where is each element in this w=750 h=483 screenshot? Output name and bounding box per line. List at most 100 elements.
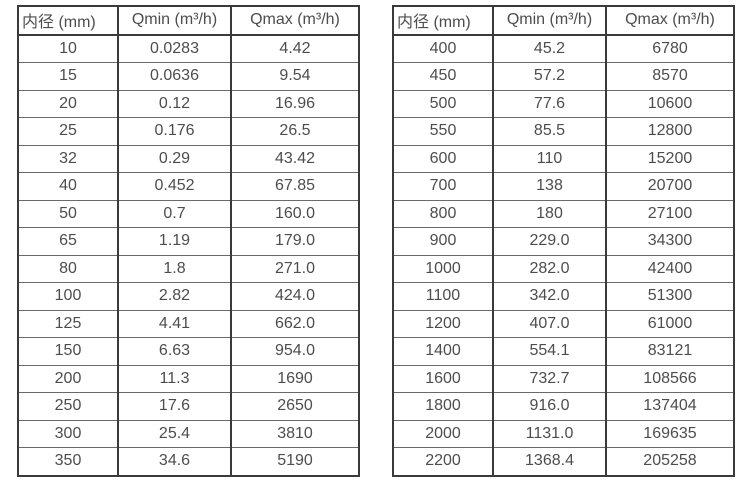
diameter-cell: 10	[17, 34, 119, 63]
qmax-cell: 10600	[605, 89, 735, 118]
diameter-cell: 40	[17, 172, 119, 201]
qmin-cell: 45.2	[492, 34, 607, 63]
diameter-cell: 2000	[392, 419, 494, 448]
diameter-cell: 700	[392, 172, 494, 201]
table-body: 10 0.0283 4.42 15 0.0636 9.54 20 0.12 16.96 25 0.1…	[17, 34, 360, 476]
table-row: 250 17.6 2650	[17, 392, 360, 421]
qmin-cell: 0.0636	[117, 62, 232, 91]
qmin-cell: 85.5	[492, 117, 607, 146]
diameter-cell: 550	[392, 117, 494, 146]
qmin-cell: 916.0	[492, 392, 607, 421]
table-row: 800 180 27100	[392, 199, 735, 228]
table-row: 2200 1368.4 205258	[392, 447, 735, 476]
table-row: 100 2.82 424.0	[17, 282, 360, 311]
qmax-cell: 662.0	[230, 309, 360, 338]
diameter-cell: 900	[392, 227, 494, 256]
diameter-cell: 1100	[392, 282, 494, 311]
qmin-cell: 17.6	[117, 392, 232, 421]
table-row: 20 0.12 16.96	[17, 89, 360, 118]
qmin-cell: 4.41	[117, 309, 232, 338]
table-row: 32 0.29 43.42	[17, 144, 360, 173]
table-row: 2000 1131.0 169635	[392, 419, 735, 448]
flow-rate-table-left: 内径 (mm) Qmin (m³/h) Qmax (m³/h) 10 0.0283 4.…	[17, 5, 360, 477]
header-row: 内径 (mm) Qmin (m³/h) Qmax (m³/h)	[17, 5, 360, 36]
diameter-cell: 15	[17, 62, 119, 91]
table-header: 内径 (mm) Qmin (m³/h) Qmax (m³/h)	[17, 5, 360, 36]
qmax-cell: 205258	[605, 447, 735, 476]
table-row: 600 110 15200	[392, 144, 735, 173]
table-row: 400 45.2 6780	[392, 34, 735, 63]
qmin-cell: 25.4	[117, 419, 232, 448]
table-row: 15 0.0636 9.54	[17, 62, 360, 91]
diameter-cell: 125	[17, 309, 119, 338]
qmin-cell: 1.19	[117, 227, 232, 256]
header-row: 内径 (mm) Qmin (m³/h) Qmax (m³/h)	[392, 5, 735, 36]
qmax-cell: 4.42	[230, 34, 360, 63]
diameter-cell: 200	[17, 364, 119, 393]
qmin-cell: 138	[492, 172, 607, 201]
diameter-cell: 1400	[392, 337, 494, 366]
table-row: 200 11.3 1690	[17, 364, 360, 393]
table-row: 10 0.0283 4.42	[17, 34, 360, 63]
diameter-cell: 1600	[392, 364, 494, 393]
qmax-cell: 5190	[230, 447, 360, 476]
qmin-cell: 1368.4	[492, 447, 607, 476]
table-row: 1400 554.1 83121	[392, 337, 735, 366]
table-row: 1600 732.7 108566	[392, 364, 735, 393]
qmin-cell: 0.176	[117, 117, 232, 146]
diameter-cell: 32	[17, 144, 119, 173]
table-body: 400 45.2 6780 450 57.2 8570 500 77.6 10600 550 85.…	[392, 34, 735, 476]
qmax-cell: 12800	[605, 117, 735, 146]
header-cell-qmax: Qmax (m³/h)	[605, 5, 735, 36]
qmax-cell: 67.85	[230, 172, 360, 201]
diameter-cell: 20	[17, 89, 119, 118]
qmin-cell: 0.7	[117, 199, 232, 228]
header-cell-diameter: 内径 (mm)	[17, 5, 119, 36]
qmax-cell: 271.0	[230, 254, 360, 283]
qmin-cell: 0.12	[117, 89, 232, 118]
table-row: 450 57.2 8570	[392, 62, 735, 91]
header-cell-qmax: Qmax (m³/h)	[230, 5, 360, 36]
qmin-cell: 77.6	[492, 89, 607, 118]
table-row: 65 1.19 179.0	[17, 227, 360, 256]
diameter-cell: 300	[17, 419, 119, 448]
qmax-cell: 9.54	[230, 62, 360, 91]
qmin-cell: 732.7	[492, 364, 607, 393]
qmin-cell: 6.63	[117, 337, 232, 366]
qmax-cell: 51300	[605, 282, 735, 311]
qmin-cell: 1.8	[117, 254, 232, 283]
flow-rate-table-right: 内径 (mm) Qmin (m³/h) Qmax (m³/h) 400 45.2 678…	[392, 5, 735, 477]
diameter-cell: 450	[392, 62, 494, 91]
diameter-cell: 50	[17, 199, 119, 228]
diameter-cell: 350	[17, 447, 119, 476]
table-row: 300 25.4 3810	[17, 419, 360, 448]
diameter-cell: 500	[392, 89, 494, 118]
qmax-cell: 137404	[605, 392, 735, 421]
table-row: 500 77.6 10600	[392, 89, 735, 118]
qmax-cell: 27100	[605, 199, 735, 228]
qmin-cell: 407.0	[492, 309, 607, 338]
qmin-cell: 282.0	[492, 254, 607, 283]
diameter-cell: 1200	[392, 309, 494, 338]
diameter-cell: 80	[17, 254, 119, 283]
header-cell-qmin: Qmin (m³/h)	[492, 5, 607, 36]
qmax-cell: 16.96	[230, 89, 360, 118]
qmax-cell: 169635	[605, 419, 735, 448]
table-row: 80 1.8 271.0	[17, 254, 360, 283]
qmin-cell: 0.29	[117, 144, 232, 173]
table-header: 内径 (mm) Qmin (m³/h) Qmax (m³/h)	[392, 5, 735, 36]
header-cell-qmin: Qmin (m³/h)	[117, 5, 232, 36]
diameter-cell: 250	[17, 392, 119, 421]
table-row: 125 4.41 662.0	[17, 309, 360, 338]
qmin-cell: 11.3	[117, 364, 232, 393]
diameter-cell: 65	[17, 227, 119, 256]
diameter-cell: 1000	[392, 254, 494, 283]
diameter-cell: 100	[17, 282, 119, 311]
qmax-cell: 3810	[230, 419, 360, 448]
qmin-cell: 0.0283	[117, 34, 232, 63]
qmax-cell: 108566	[605, 364, 735, 393]
qmax-cell: 1690	[230, 364, 360, 393]
qmax-cell: 61000	[605, 309, 735, 338]
qmax-cell: 34300	[605, 227, 735, 256]
qmin-cell: 180	[492, 199, 607, 228]
